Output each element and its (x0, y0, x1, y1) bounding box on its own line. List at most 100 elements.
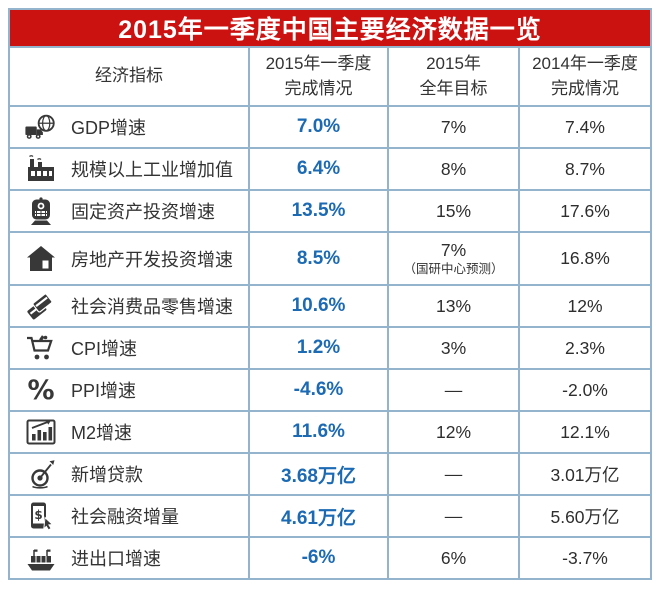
column-header-2015q1: 2015年一季度 完成情况 (248, 46, 389, 107)
indicator-cell: CPI增速 (8, 326, 250, 370)
annual-target-cell: 12% (387, 410, 520, 454)
indicator-label: M2增速 (71, 423, 133, 443)
indicator-label: 新增贷款 (71, 465, 143, 485)
ship-icon (22, 543, 60, 573)
indicator-label: 社会消费品零售增速 (71, 297, 233, 317)
q1-2014-value: 12% (518, 284, 652, 328)
table-title: 2015年一季度中国主要经济数据一览 (8, 8, 652, 48)
q1-2015-value: 13.5% (248, 189, 389, 233)
indicator-label: 固定资产投资增速 (71, 202, 215, 222)
q1-2014-value: 7.4% (518, 105, 652, 149)
indicator-cell: % PPI增速 (8, 368, 250, 412)
indicator-cell: 规模以上工业增加值 (8, 147, 250, 191)
annual-target-value: — (444, 505, 463, 526)
q1-2015-value: 8.5% (248, 231, 389, 286)
annual-target-value: 12% (435, 421, 472, 442)
table-row: 社会消费品零售增速 10.6% 13% 12% (8, 284, 652, 328)
indicator-label: 房地产开发投资增速 (71, 249, 233, 270)
table-row: 规模以上工业增加值 6.4% 8% 8.7% (8, 147, 652, 191)
table-row: % PPI增速 -4.6% — -2.0% (8, 368, 652, 412)
indicator-cell: 房地产开发投资增速 (8, 231, 250, 286)
column-header-annual-target: 2015年 全年目标 (387, 46, 520, 107)
target-note: （国研中心预测） (403, 262, 504, 277)
indicator-cell: M2增速 (8, 410, 250, 454)
train-icon (22, 196, 60, 226)
shopping-cart-icon (22, 333, 60, 363)
q1-2014-value: -3.7% (518, 536, 652, 580)
svg-text:$: $ (34, 508, 42, 522)
q1-2015-value: 10.6% (248, 284, 389, 328)
indicator-label: PPI增速 (71, 381, 137, 401)
annual-target-cell: 7% （国研中心预测） (387, 231, 520, 286)
annual-target-cell: 15% (387, 189, 520, 233)
mobile-payment-icon: $ (22, 501, 60, 531)
q1-2014-value: 17.6% (518, 189, 652, 233)
economic-data-table: 2015年一季度中国主要经济数据一览 经济指标 2015年一季度 完成情况 20… (8, 8, 652, 580)
title-row: 2015年一季度中国主要经济数据一览 (8, 8, 652, 48)
indicator-label: 进出口增速 (71, 549, 161, 569)
annual-target-value: — (444, 463, 463, 484)
q1-2015-value: 1.2% (248, 326, 389, 370)
q1-2015-value: 3.68万亿 (248, 452, 389, 496)
header-row: 经济指标 2015年一季度 完成情况 2015年 全年目标 2014年一季度 完… (8, 46, 652, 107)
percent-icon: % (22, 375, 60, 405)
indicator-label: 规模以上工业增加值 (71, 160, 233, 180)
annual-target-value: — (444, 379, 463, 400)
bar-chart-icon (22, 417, 60, 447)
indicator-cell: GDP增速 (8, 105, 250, 149)
q1-2015-value: 7.0% (248, 105, 389, 149)
table-row: GDP增速 7.0% 7% 7.4% (8, 105, 652, 149)
q1-2015-value: -6% (248, 536, 389, 580)
annual-target-value: 3% (440, 337, 467, 358)
q1-2014-value: 8.7% (518, 147, 652, 191)
q1-2015-value: 6.4% (248, 147, 389, 191)
table-row: M2增速 11.6% 12% 12.1% (8, 410, 652, 454)
q1-2014-value: 3.01万亿 (518, 452, 652, 496)
credit-cards-icon (22, 291, 60, 321)
annual-target-cell: 3% (387, 326, 520, 370)
q1-2015-value: 11.6% (248, 410, 389, 454)
annual-target-cell: 6% (387, 536, 520, 580)
table-row: $ 社会融资增量 4.61万亿 — 5.60万亿 (8, 494, 652, 538)
indicator-label: 社会融资增量 (71, 507, 179, 527)
annual-target-cell: — (387, 494, 520, 538)
table-body: GDP增速 7.0% 7% 7.4% 规模以上工业增加值 6.4% 8% 8.7% 固定资产投资… (8, 105, 652, 580)
indicator-cell: $ 社会融资增量 (8, 494, 250, 538)
indicator-cell: 社会消费品零售增速 (8, 284, 250, 328)
annual-target-value: 6% (440, 547, 467, 568)
annual-target-cell: 7% (387, 105, 520, 149)
table-row: 房地产开发投资增速 8.5% 7% （国研中心预测） 16.8% (8, 231, 652, 286)
indicator-cell: 进出口增速 (8, 536, 250, 580)
indicator-label: GDP增速 (71, 118, 147, 138)
annual-target-value: 13% (435, 295, 472, 316)
annual-target-value: 7% (440, 116, 467, 137)
table-row: 进出口增速 -6% 6% -3.7% (8, 536, 652, 580)
house-icon (22, 244, 60, 274)
annual-target-value: 8% (440, 158, 467, 179)
annual-target-cell: 8% (387, 147, 520, 191)
annual-target-value: 15% (435, 200, 472, 221)
table-row: 新增贷款 3.68万亿 — 3.01万亿 (8, 452, 652, 496)
dart-target-icon (22, 459, 60, 489)
annual-target-value: 7% (440, 240, 467, 261)
column-header-2014q1: 2014年一季度 完成情况 (518, 46, 652, 107)
factory-icon (22, 154, 60, 184)
indicator-cell: 固定资产投资增速 (8, 189, 250, 233)
annual-target-cell: — (387, 452, 520, 496)
column-header-indicator: 经济指标 (8, 46, 250, 107)
annual-target-cell: 13% (387, 284, 520, 328)
indicator-label: CPI增速 (71, 339, 138, 359)
svg-text:%: % (27, 375, 54, 405)
table-row: 固定资产投资增速 13.5% 15% 17.6% (8, 189, 652, 233)
q1-2015-value: 4.61万亿 (248, 494, 389, 538)
table-row: CPI增速 1.2% 3% 2.3% (8, 326, 652, 370)
q1-2014-value: 16.8% (518, 231, 652, 286)
q1-2014-value: -2.0% (518, 368, 652, 412)
q1-2014-value: 2.3% (518, 326, 652, 370)
q1-2014-value: 12.1% (518, 410, 652, 454)
annual-target-cell: — (387, 368, 520, 412)
q1-2015-value: -4.6% (248, 368, 389, 412)
truck-globe-icon (22, 112, 60, 142)
q1-2014-value: 5.60万亿 (518, 494, 652, 538)
